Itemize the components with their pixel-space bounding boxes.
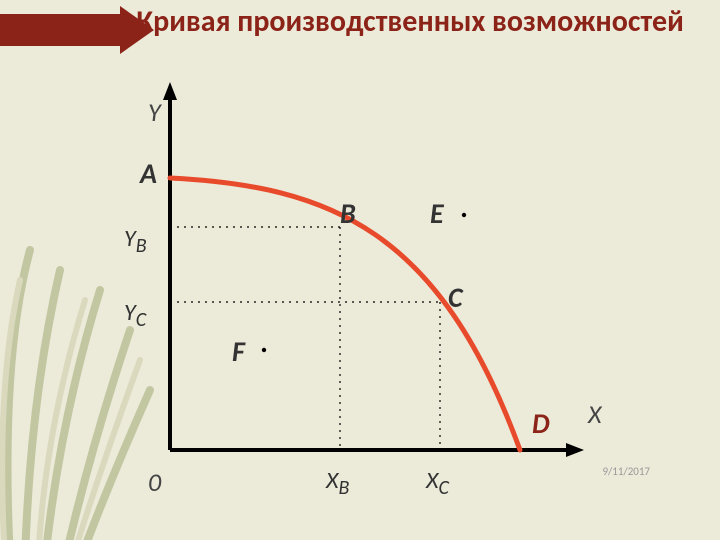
tick-xc-sub: C — [438, 476, 448, 500]
tick-xb-sub: B — [338, 476, 349, 500]
point-label-f: F — [232, 334, 245, 369]
tick-xb-main: X — [326, 466, 338, 495]
tick-yb-sub: B — [136, 234, 147, 258]
tick-xb: XB — [326, 466, 349, 500]
date-text: 9/11/2017 — [602, 465, 650, 478]
tick-xc: XC — [426, 466, 449, 500]
point-label-b: B — [340, 196, 356, 231]
point-label-d: D — [532, 406, 550, 441]
axis-label-x: X — [588, 398, 602, 430]
tick-yb: YB — [124, 224, 147, 258]
tick-yb-main: Y — [124, 224, 136, 253]
axis-origin: 0 — [148, 466, 161, 498]
point-label-a: A — [140, 156, 157, 191]
point-label-c: C — [448, 280, 463, 315]
ppf-chart — [0, 0, 720, 540]
tick-xc-main: X — [426, 466, 438, 495]
tick-yc-sub: C — [136, 308, 146, 332]
point-label-e: E — [430, 196, 444, 231]
tick-yc: YC — [124, 298, 146, 332]
tick-yc-main: Y — [124, 298, 136, 327]
axis-label-y: Y — [148, 96, 161, 128]
